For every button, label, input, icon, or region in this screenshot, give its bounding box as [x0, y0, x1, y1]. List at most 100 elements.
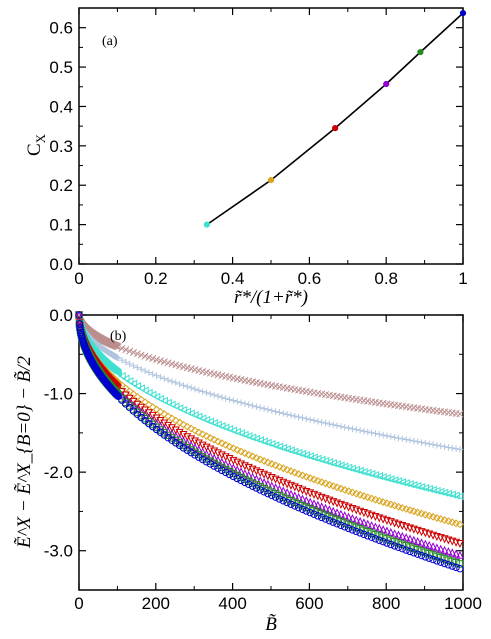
panel-b-data-point [344, 524, 353, 533]
panel-b-data-point [271, 493, 280, 501]
panel-b-data-point [237, 399, 245, 406]
panel-b-data-point [398, 544, 407, 553]
panel-b-y-ticks: 0.0 -1.0 -2.0 -3.0 [44, 306, 463, 591]
panel-b-data-point [179, 444, 188, 452]
panel-b-y-tick-label: 0.0 [49, 306, 73, 325]
panel-b-data-point [225, 442, 234, 451]
panel-b-data-point [207, 390, 214, 398]
panel-b-data-point [271, 461, 280, 470]
panel-b-data-point [325, 505, 334, 514]
panel-b-data-point [326, 420, 333, 428]
panel-b-data-point [441, 443, 448, 450]
panel-b-data-point [298, 501, 307, 510]
panel-b-x-tick-label: 400 [218, 594, 246, 613]
panel-b-data-point [160, 429, 168, 437]
panel-b-data-point [452, 563, 460, 572]
panel-b-data-point [164, 431, 172, 440]
panel-b-data-point [218, 466, 226, 475]
panel-b-data-point [221, 468, 230, 477]
panel-b-data-point [214, 437, 222, 446]
panel-b-data-point [168, 414, 176, 423]
panel-b-data-point [191, 451, 199, 459]
panel-b-data-point [329, 506, 338, 515]
panel-b-data-point [348, 514, 357, 523]
panel-b-data-point [229, 469, 238, 478]
panel-b-data-point [432, 543, 441, 552]
panel-b-data-point [444, 561, 453, 569]
panel-b-data-point [114, 354, 121, 361]
panel-b-data-point [437, 558, 445, 566]
panel-a-x-tick-label: 0 [74, 269, 83, 288]
panel-b-data-point [168, 434, 176, 442]
panel-b-data-point [225, 467, 234, 476]
panel-b-data-point [345, 424, 352, 432]
panel-b-data-point [314, 512, 322, 520]
panel-b-data-point [140, 386, 149, 395]
panel-b-data-point [184, 383, 191, 390]
panel-b-data-point [221, 465, 230, 474]
panel-b-data-point [456, 446, 464, 453]
panel-b-data-point [191, 426, 199, 435]
panel-b-data-point [187, 448, 195, 457]
panel-b-data-point [298, 505, 307, 513]
panel-b-data-point [449, 444, 456, 452]
panel-b-data-point [386, 500, 395, 509]
panel-b-data-point [272, 408, 279, 415]
panel-b-data-point [298, 471, 307, 480]
panel-b-data-point [240, 469, 249, 478]
panel-b-data-point [149, 370, 156, 378]
panel-b-data-point [187, 384, 195, 392]
panel-b-data-point [187, 440, 196, 449]
panel-b-data-point [252, 484, 261, 492]
panel-b-data-point [360, 526, 368, 535]
panel-b-data-point [268, 407, 275, 414]
panel-b-data-point [76, 323, 84, 332]
panel-b-data-point [233, 471, 241, 480]
panel-b-data-point [402, 505, 411, 513]
panel-b-data-point [391, 434, 398, 441]
panel-b-data-point [364, 428, 371, 436]
panel-b-data-point [387, 433, 395, 440]
panel-b-data-point [440, 559, 449, 568]
panel-b-data-point [337, 423, 345, 430]
panel-b-data-point [352, 515, 361, 524]
panel-a-data-point [267, 177, 275, 184]
panel-b-data-point [125, 387, 134, 396]
panel-a-y-axis-label: CX [24, 133, 48, 156]
panel-b-data-point [210, 462, 218, 470]
panel-b-data-point [229, 444, 238, 453]
panel-b-data-point [410, 549, 418, 557]
panel-b-data-point [144, 388, 153, 397]
panel-b-data-point [341, 519, 349, 527]
panel-b-data-point [322, 419, 329, 427]
panel-b-data-point [402, 533, 411, 542]
panel-b-data-point [137, 351, 145, 359]
panel-b-data-point [313, 476, 322, 485]
panel-b-data-point [229, 472, 238, 481]
panel-b-data-point [294, 500, 303, 508]
panel-b-data-point [133, 393, 142, 401]
panel-b-data-point [414, 438, 421, 445]
panel-b-data-point [180, 382, 187, 389]
panel-a-x-axis-label: r̃*/(1+r̃*) [234, 287, 308, 308]
panel-b-data-point [383, 432, 391, 440]
panel-b-data-point [406, 547, 414, 556]
panel-b-data-point [187, 446, 195, 454]
panel-b-data-point [179, 436, 188, 445]
panel-b-data-point [148, 390, 157, 399]
panel-b-data-point [349, 425, 356, 433]
panel-b-data-point [364, 532, 372, 540]
panel-b-data-point [444, 547, 453, 556]
panel-b-data-point [125, 377, 134, 386]
panel-b-data-point [252, 481, 261, 489]
panel-b-data-point [241, 400, 249, 407]
panel-b-data-point [406, 437, 414, 444]
panel-b-data-point [364, 528, 372, 536]
panel-b-data-point [245, 480, 253, 489]
panel-b-series-triangle-up [74, 310, 464, 559]
panel-b-data-point [191, 385, 199, 393]
panel-b-data-point [398, 531, 407, 540]
panel-b-data-point [399, 435, 406, 442]
panel-b-data-point [287, 497, 295, 505]
panel-b-data-point [390, 529, 399, 538]
